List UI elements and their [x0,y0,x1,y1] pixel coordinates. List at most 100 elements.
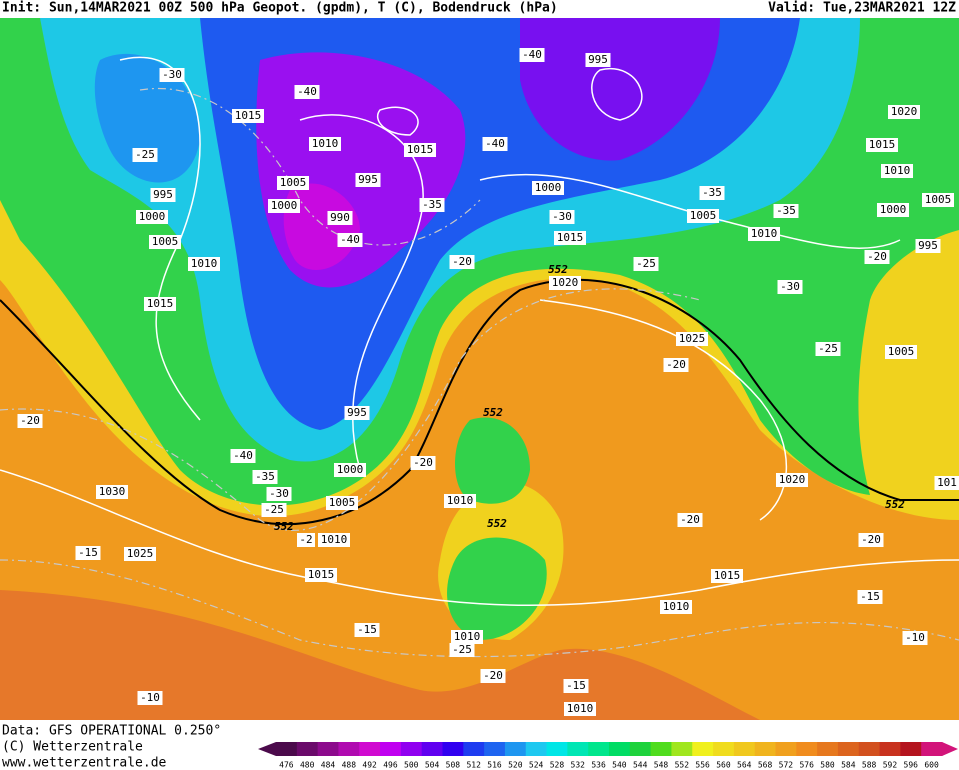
colorbar-label: 548 [654,761,669,770]
pressure-label-text: 1010 [191,257,218,270]
pressure-label: 1010 [660,600,692,614]
pressure-label-box [188,257,220,271]
pressure-label-text: 1025 [127,547,154,560]
colorbar-swatch [733,742,756,756]
colorbar-swatch [338,742,360,756]
colorbar-swatch [504,742,527,756]
pressure-label-text: 1030 [99,485,126,498]
pressure-label-box [934,476,959,490]
pressure-label: 1005 [687,209,719,223]
pressure-label: 1015 [144,297,176,311]
pressure-label-box [404,143,436,157]
temperature-label: -20 [410,456,436,470]
height-label: 552 [548,263,568,276]
temperature-label-text: -20 [452,255,472,268]
pressure-label: 101 [934,476,959,490]
colorbar-swatch [463,742,485,756]
height-label: 552 [483,406,503,419]
colorbar-swatch [817,742,839,756]
temperature-label: -20 [449,255,475,269]
temperature-label-box [449,255,475,269]
temperature-label-box [815,342,841,356]
temperature-label: -30 [777,280,803,294]
temperature-label-text: -30 [780,280,800,293]
colorbar-swatch [421,742,443,756]
pressure-label-box [888,105,920,119]
colorbar-swatch [879,742,901,756]
temperature-label: -15 [857,590,883,604]
colorbar-label: 512 [466,761,481,770]
temperature-label-text: -25 [135,148,155,161]
pressure-label-box [318,533,350,547]
pressure-label-box [309,137,341,151]
colorbar-swatch [796,742,818,756]
colorbar-swatch [900,742,922,756]
colorbar-label: 560 [716,761,731,770]
colorbar-swatch [546,742,568,756]
colorbar-label: 504 [425,761,440,770]
temperature-label-box [419,198,445,212]
temperature-label-box [663,358,689,372]
colorbar-swatch [837,742,860,756]
temperature-label: -40 [230,449,256,463]
pressure-label-text: 1015 [308,568,335,581]
pressure-label: 995 [344,406,370,420]
colorbar-label: 600 [924,761,939,770]
pressure-label-text: 1025 [679,332,706,345]
pressure-label: 1005 [885,345,917,359]
pressure-label-text: 1005 [152,235,179,248]
contour-552 [0,278,959,526]
colorbar-swatch [921,742,943,756]
temperature-label: -20 [663,358,689,372]
temperature-label: -30 [159,68,185,82]
temperature-label-text: -35 [776,204,796,217]
colorbar-arrow-right [942,742,958,756]
colorbar-label: 592 [883,761,898,770]
temperature-label: -35 [699,186,725,200]
temperature-label-text: -35 [422,198,442,211]
temperature-label: -20 [677,513,703,527]
pressure-label-box [144,297,176,311]
temperature-label-box [699,186,725,200]
pressure-label-box [585,53,611,67]
temperature-label-box [266,487,292,501]
colorbar-label: 488 [342,761,357,770]
temperature-label-box [857,590,883,604]
temperature-label-box [17,414,43,428]
temperature-label: -20 [858,533,884,547]
temperature-label-text: -20 [680,513,700,526]
pressure-label: 1000 [268,199,300,213]
temperature-label-box [337,233,363,247]
temperature-label: -10 [902,631,928,645]
temperature-label-text: -25 [636,257,656,270]
pressure-label-box [676,332,708,346]
temperature-label-box [75,546,101,560]
temperature-label-text: -40 [297,85,317,98]
temperature-label: -25 [633,257,659,271]
pressure-label: 1010 [309,137,341,151]
temperature-label-text: -40 [340,233,360,246]
temperature-label-text: -35 [702,186,722,199]
pressure-label-box [96,485,128,499]
temperature-label: -20 [17,414,43,428]
colorbar-label: 476 [279,761,294,770]
pressure-label-text: 1015 [557,231,584,244]
temperature-label: -20 [864,250,890,264]
colorbar-swatch [650,742,672,756]
temperature-label-box [230,449,256,463]
pressure-label-box [150,188,176,202]
pressure-label-box [451,630,483,644]
colorbar-label: 516 [487,761,502,770]
temperature-label-box [773,204,799,218]
colorbar-label: 584 [841,761,856,770]
colorbar-label: 520 [508,761,523,770]
temperature-label-text: -30 [162,68,182,81]
temperature-label-text: -40 [522,48,542,61]
pressure-label-box [922,193,954,207]
pressure-label: 1000 [532,181,564,195]
pressure-label: 1030 [96,485,128,499]
pressure-label-box [877,203,909,217]
colorbar-label: 580 [820,761,835,770]
pressure-label: 1020 [549,276,581,290]
